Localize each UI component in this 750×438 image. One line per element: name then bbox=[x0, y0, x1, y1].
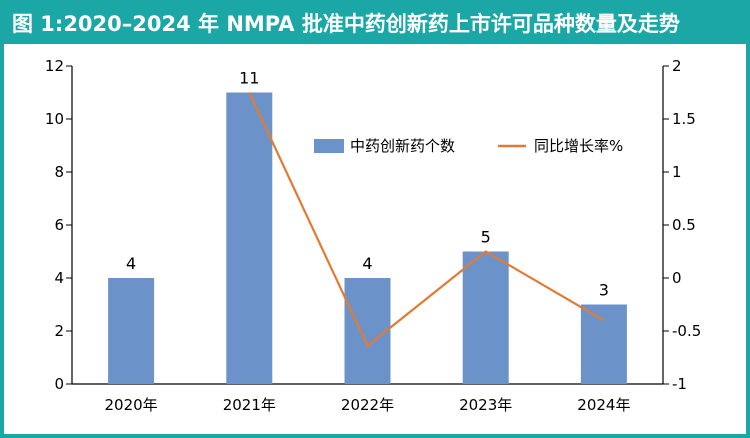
bar-value-label: 4 bbox=[126, 254, 136, 273]
right-tick-label: -0.5 bbox=[672, 322, 701, 340]
chart-area: 0 2 4 6 8 10 12 -1 -0.5 0 0.5 1 1.5 2 2020年 2021年 2022年 2… bbox=[45, 57, 701, 414]
x-tick-label: 2021年 bbox=[223, 396, 276, 414]
x-tick-label: 2023年 bbox=[459, 396, 512, 414]
growth-rate-line bbox=[248, 92, 605, 347]
left-tick-label: 0 bbox=[54, 375, 64, 393]
bar-value-label: 5 bbox=[481, 228, 491, 247]
right-tick-label: 0.5 bbox=[672, 216, 696, 234]
x-tick-label: 2020年 bbox=[105, 396, 158, 414]
bar bbox=[580, 304, 627, 384]
bar bbox=[462, 251, 509, 384]
right-tick-label: 1.5 bbox=[672, 110, 696, 128]
chart-title: 图 1:2020–2024 年 NMPA 批准中药创新药上市许可品种数量及走势 bbox=[4, 4, 746, 44]
right-tick-label: 2 bbox=[672, 57, 682, 75]
legend-line-label: 同比增长率% bbox=[534, 137, 623, 155]
legend-bar-swatch bbox=[314, 139, 344, 153]
x-tick-label: 2024年 bbox=[577, 396, 630, 414]
x-tick-label: 2022年 bbox=[341, 396, 394, 414]
bar bbox=[108, 278, 155, 384]
bar bbox=[226, 92, 273, 384]
right-tick-label: 0 bbox=[672, 269, 682, 287]
bar-value-label: 4 bbox=[362, 254, 372, 273]
bar bbox=[344, 278, 391, 384]
bar-value-label: 3 bbox=[599, 281, 609, 300]
left-tick-label: 10 bbox=[45, 110, 64, 128]
left-tick-label: 6 bbox=[54, 216, 64, 234]
bar-value-label: 11 bbox=[239, 69, 259, 88]
left-tick-label: 8 bbox=[54, 163, 64, 181]
left-tick-label: 2 bbox=[54, 322, 64, 340]
left-tick-label: 12 bbox=[45, 57, 64, 75]
left-tick-label: 4 bbox=[54, 269, 64, 287]
right-tick-label: 1 bbox=[672, 163, 682, 181]
right-tick-label: -1 bbox=[672, 375, 687, 393]
legend-bar-label: 中药创新药个数 bbox=[350, 137, 455, 155]
